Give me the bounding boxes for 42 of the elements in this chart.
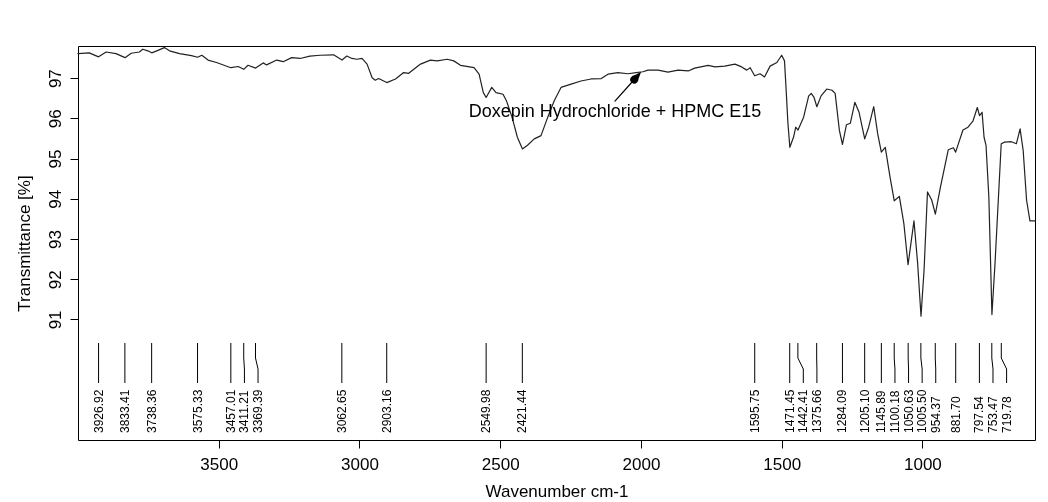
annotation: 3369.39 bbox=[251, 389, 266, 433]
annotation: 3457.01 bbox=[223, 389, 238, 433]
x-axis-title: Wavenumber cm-1 bbox=[485, 481, 629, 501]
x-tick-label: 2000 bbox=[622, 454, 661, 474]
annotation: 3575.33 bbox=[190, 389, 205, 433]
annotation: 1005.50 bbox=[915, 389, 930, 433]
annotation: 753.47 bbox=[986, 395, 1000, 433]
y-axis-title: Transmittance [%] bbox=[14, 175, 34, 312]
y-tick-label: 93 bbox=[45, 230, 65, 249]
annotation: 881.70 bbox=[948, 395, 963, 433]
x-tick-label: 1500 bbox=[763, 454, 802, 474]
x-tick-label: 3000 bbox=[341, 454, 379, 474]
y-tick-label: 95 bbox=[45, 149, 65, 169]
annotation: 719.78 bbox=[999, 395, 1014, 433]
y-tick-label: 92 bbox=[45, 270, 65, 290]
annotation: 1471.45 bbox=[782, 389, 797, 433]
y-tick-label: 94 bbox=[45, 189, 65, 209]
annotation: 1205.10 bbox=[857, 389, 872, 433]
line-series bbox=[77, 47, 1036, 317]
x-tick-label: 3500 bbox=[200, 454, 239, 474]
x-tick-label: 2500 bbox=[481, 454, 520, 474]
annotation: 2903.16 bbox=[379, 389, 394, 433]
annotation: 3062.65 bbox=[334, 389, 349, 433]
x-tick-label: 1000 bbox=[904, 454, 942, 474]
annotation: 1100.18 bbox=[887, 390, 902, 433]
y-tick-label: 96 bbox=[45, 109, 65, 129]
annotation: 3833.41 bbox=[117, 389, 132, 433]
annotation: 1442.41 bbox=[796, 389, 811, 433]
annotation: 954.37 bbox=[928, 395, 943, 433]
annotation: 3738.36 bbox=[144, 389, 159, 433]
annotation: 2549.98 bbox=[479, 389, 494, 433]
y-tick-label: 91 bbox=[45, 310, 65, 330]
annotation: 797.54 bbox=[972, 395, 987, 433]
annotation: 1145.89 bbox=[874, 390, 889, 433]
annotation: 1050.63 bbox=[901, 389, 916, 433]
annotation: 2421.44 bbox=[515, 389, 530, 433]
annotation: 1375.66 bbox=[809, 389, 824, 433]
annotation: 3926.92 bbox=[91, 389, 106, 433]
annotation: 3411.21 bbox=[237, 390, 252, 433]
annotation: 1595.75 bbox=[747, 389, 762, 433]
y-tick-label: 97 bbox=[45, 69, 65, 89]
annotation: 1284.09 bbox=[835, 389, 850, 433]
